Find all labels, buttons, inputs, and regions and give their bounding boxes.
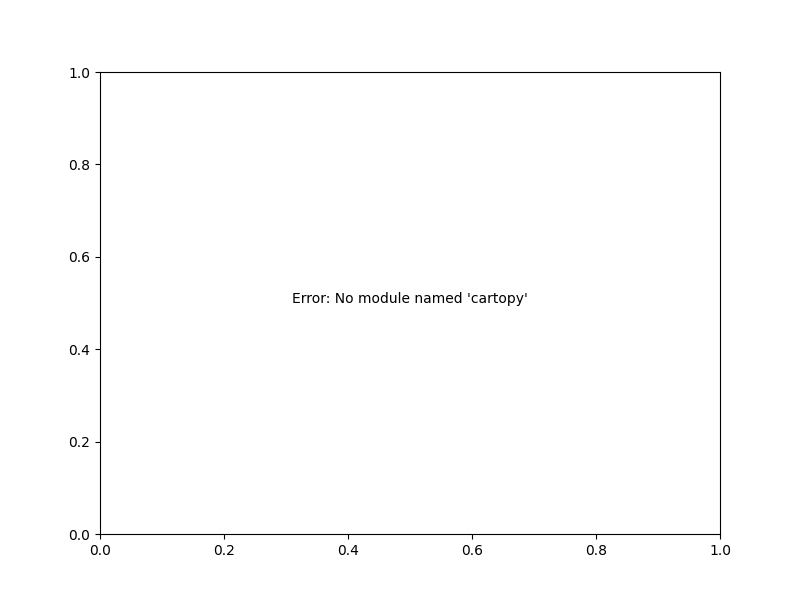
Text: Error: No module named 'cartopy': Error: No module named 'cartopy' (292, 292, 528, 306)
